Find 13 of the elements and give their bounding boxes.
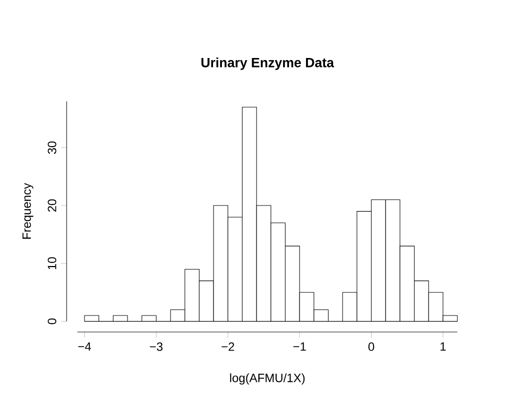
x-tick-label: −3	[150, 342, 163, 351]
chart-title: Urinary Enzyme Data	[201, 58, 334, 70]
x-tick-label: 0	[368, 342, 374, 351]
y-axis-title: Frequency	[22, 183, 34, 239]
x-tick-label: −1	[293, 342, 306, 351]
x-tick-label: −2	[222, 342, 234, 351]
y-tick-label: 20	[48, 199, 56, 212]
y-tick-label: 0	[48, 318, 56, 324]
x-tick-label: −4	[78, 342, 91, 351]
y-tick-label: 10	[48, 257, 56, 270]
y-tick-label: 30	[48, 141, 56, 154]
x-tick-label: 1	[440, 342, 446, 351]
x-axis-title: log(AFMU/1X)	[230, 373, 305, 385]
